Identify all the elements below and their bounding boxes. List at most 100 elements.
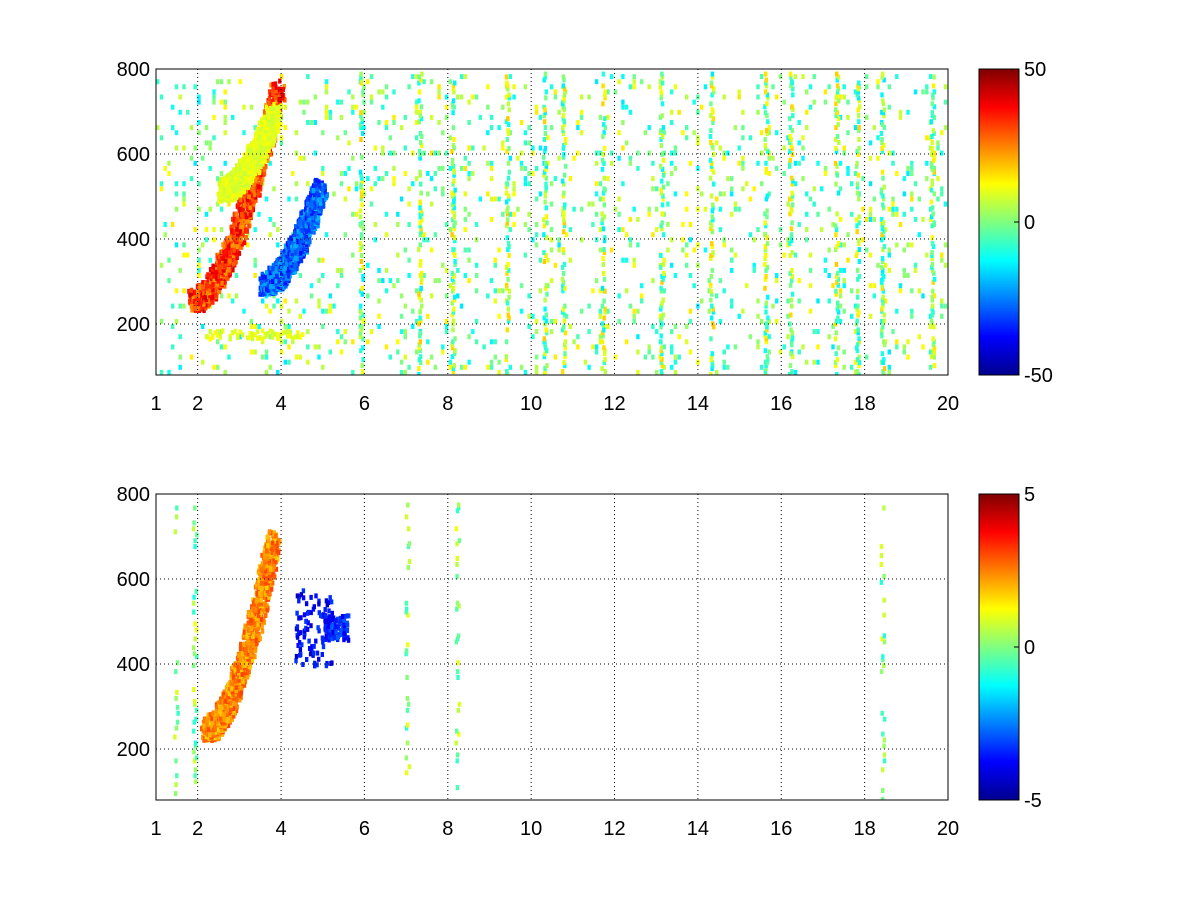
heatmap-cell [805, 211, 809, 217]
heatmap-cell [278, 78, 282, 84]
heatmap-cell [685, 242, 689, 248]
heatmap-cell [351, 94, 355, 100]
heatmap-cell [560, 276, 565, 282]
heatmap-cell [636, 216, 640, 222]
heatmap-cell [741, 155, 745, 161]
heatmap-cell [294, 196, 299, 202]
heatmap-cell [561, 306, 565, 312]
heatmap-cell [451, 339, 455, 345]
heatmap-cell [279, 282, 283, 287]
heatmap-cell [418, 330, 423, 336]
heatmap-cell [190, 291, 194, 297]
heatmap-cell [285, 247, 290, 253]
heatmap-cell [834, 288, 838, 294]
heatmap-cell [766, 357, 770, 363]
heatmap-cell [212, 114, 216, 120]
heatmap-cell [895, 171, 899, 176]
heatmap-cell [441, 186, 445, 192]
heatmap-cell [501, 104, 505, 110]
heatmap-cell [563, 202, 567, 208]
heatmap-cell [545, 235, 549, 241]
heatmap-cell [321, 273, 325, 278]
heatmap-cell [733, 125, 738, 131]
heatmap-cell [452, 166, 456, 172]
heatmap-cell [617, 227, 621, 233]
heatmap-cell [506, 318, 511, 324]
heatmap-cell [560, 327, 565, 333]
heatmap-cell [827, 273, 831, 278]
heatmap-cell [842, 150, 846, 156]
heatmap-cell [512, 222, 516, 227]
heatmap-cell [359, 232, 364, 238]
heatmap-cell [312, 208, 316, 214]
heatmap-cell [835, 134, 840, 139]
heatmap-cell [791, 107, 795, 113]
heatmap-cell [659, 324, 663, 330]
heatmap-cell [242, 228, 246, 234]
heatmap-cell [310, 215, 315, 221]
heatmap-cell [354, 104, 359, 110]
heatmap-cell [308, 232, 312, 237]
heatmap-cell [306, 220, 311, 226]
heatmap-cell [417, 98, 421, 104]
heatmap-cell [252, 192, 257, 198]
heatmap-cell [543, 71, 548, 77]
heatmap-cell [856, 330, 860, 336]
heatmap-cell [505, 285, 509, 291]
heatmap-cell [700, 104, 704, 110]
heatmap-cell [418, 109, 422, 115]
heatmap-cell [156, 79, 160, 85]
heatmap-cell [925, 84, 929, 90]
heatmap-cell [775, 278, 779, 284]
heatmap-cell [564, 232, 569, 238]
heatmap-cell [834, 291, 838, 297]
heatmap-cell [925, 135, 929, 141]
heatmap-cell [882, 107, 887, 113]
heatmap-cell [748, 196, 753, 202]
heatmap-cell [527, 227, 531, 233]
heatmap-cell [279, 74, 284, 80]
heatmap-cell [881, 98, 885, 104]
heatmap-cell [882, 235, 886, 241]
heatmap-cell [733, 201, 738, 207]
heatmap-cell [882, 318, 886, 324]
heatmap-cell [791, 92, 795, 98]
heatmap-cell [360, 253, 364, 258]
heatmap-cell [898, 109, 903, 115]
heatmap-cell [763, 110, 768, 116]
heatmap-cell [763, 104, 767, 110]
heatmap-cell [891, 160, 895, 166]
heatmap-cell [621, 104, 625, 110]
heatmap-cell [543, 145, 548, 151]
heatmap-cell [182, 242, 186, 248]
heatmap-cell [208, 206, 212, 212]
heatmap-cell [594, 160, 599, 166]
heatmap-cell [688, 160, 693, 166]
heatmap-cell [206, 298, 211, 304]
heatmap-cell [808, 252, 813, 258]
heatmap-cell [448, 359, 452, 365]
heatmap-cell [271, 81, 275, 87]
heatmap-cell [163, 222, 167, 227]
heatmap-cell [203, 294, 208, 300]
heatmap-cell [764, 169, 768, 175]
heatmap-cell [202, 308, 206, 314]
heatmap-cell [519, 308, 524, 314]
heatmap-cell [576, 344, 580, 350]
heatmap-cell [787, 372, 792, 375]
heatmap-cell [876, 262, 880, 268]
heatmap-cell [369, 99, 374, 105]
heatmap-cell [294, 255, 298, 261]
heatmap-cell [842, 278, 846, 284]
heatmap-cell [452, 235, 457, 241]
heatmap-cell [865, 354, 869, 360]
heatmap-cell [857, 191, 861, 197]
heatmap-cell [710, 291, 714, 297]
heatmap-cell [486, 364, 490, 370]
heatmap-cell [940, 252, 944, 258]
heatmap-cell [928, 206, 933, 212]
heatmap-cell [223, 130, 227, 136]
heatmap-cell [359, 74, 363, 80]
heatmap-cell [594, 150, 599, 156]
heatmap-cell [452, 214, 456, 220]
